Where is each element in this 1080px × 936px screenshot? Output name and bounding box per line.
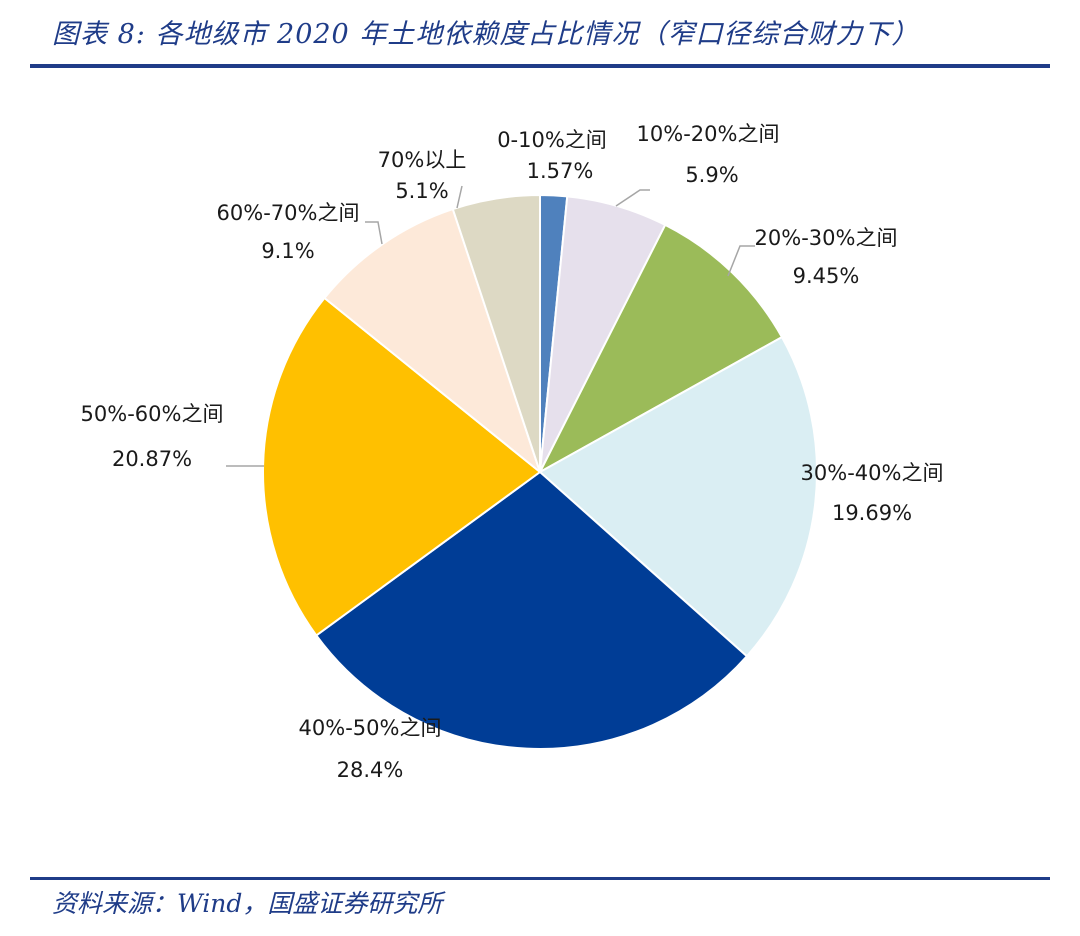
slice-category-label: 0-10%之间 bbox=[497, 128, 607, 152]
slice-category-label: 40%-50%之间 bbox=[299, 716, 442, 740]
pie-slice bbox=[451, 193, 541, 473]
slice-category-label: 50%-60%之间 bbox=[81, 402, 224, 426]
slice-value-label: 9.1% bbox=[261, 239, 314, 263]
title-rule bbox=[30, 64, 1050, 68]
source-rule bbox=[30, 877, 1050, 880]
slice-value-label: 5.9% bbox=[685, 163, 738, 187]
leader-line bbox=[365, 221, 383, 245]
leader-line bbox=[615, 189, 650, 207]
pie-slice bbox=[538, 335, 818, 658]
slice-value-label: 19.69% bbox=[832, 501, 912, 525]
slice-value-label: 28.4% bbox=[337, 758, 404, 782]
pie-slice bbox=[314, 470, 749, 751]
chart-title: 图表 8: 各地级市 2020 年土地依赖度占比情况（窄口径综合财力下） bbox=[52, 19, 920, 50]
slice-category-label: 30%-40%之间 bbox=[801, 461, 944, 485]
pie-slice bbox=[323, 207, 543, 475]
slice-value-label: 1.57% bbox=[527, 159, 594, 183]
slice-category-label: 70%以上 bbox=[378, 148, 467, 172]
pie-slice bbox=[537, 223, 784, 475]
slice-value-label: 9.45% bbox=[793, 264, 860, 288]
slice-category-label: 60%-70%之间 bbox=[217, 201, 360, 225]
slice-value-label: 20.87% bbox=[112, 447, 192, 471]
source-note: 资料来源：Wind，国盛证券研究所 bbox=[52, 889, 443, 918]
slice-value-label: 5.1% bbox=[395, 179, 448, 203]
leader-line bbox=[727, 245, 755, 277]
slice-category-label: 20%-30%之间 bbox=[755, 226, 898, 250]
slice-category-label: 10%-20%之间 bbox=[637, 122, 780, 146]
leader-line bbox=[456, 185, 463, 209]
